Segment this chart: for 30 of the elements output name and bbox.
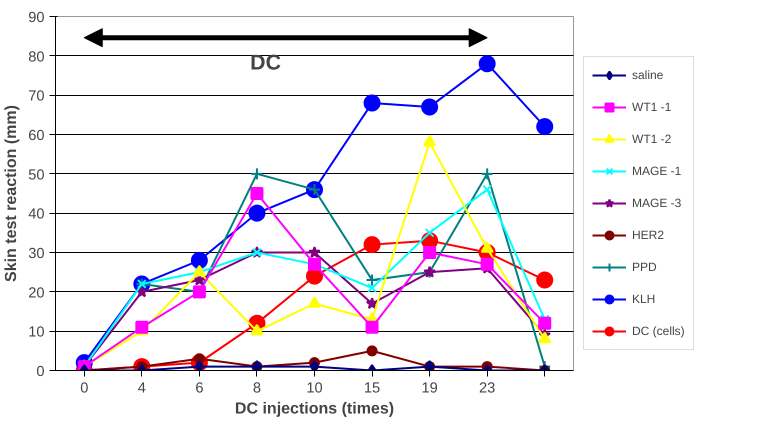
y-tick-label: 30 [28,246,45,262]
y-tick-label: 80 [28,49,45,66]
legend-label: PPD [632,260,657,274]
x-tick-label: 19 [421,380,438,396]
x-tick-label: 15 [364,380,380,396]
legend-label: WT1 -1 [632,100,672,114]
y-tick-label: 20 [28,285,45,302]
y-axis-title: Skin test reaction (mm) [3,105,20,282]
y-tick-label: 60 [28,128,45,144]
x-tick-label: 6 [195,380,204,396]
y-tick-label: 90 [28,10,45,26]
legend-label: MAGE -3 [632,196,682,210]
y-tick-label: 70 [28,88,45,105]
y-tick-label: 40 [28,206,45,223]
legend-label: WT1 -2 [632,132,672,146]
legend-label: HER2 [632,228,664,242]
annotation: DC [250,50,281,75]
x-tick-label: 8 [252,380,262,396]
x-tick-label: 4 [138,380,146,396]
legend-label: MAGE -1 [632,164,682,178]
y-tick-label: 0 [36,364,45,380]
x-tick-label: 0 [80,380,88,396]
x-axis-title: DC injections (times) [234,400,394,418]
x-tick-label: 23 [479,380,496,396]
legend-label: saline [632,68,664,82]
legend-label: DC (cells) [632,324,685,338]
y-tick-label: 50 [28,167,45,184]
y-tick-label: 10 [28,324,45,341]
legend-label: KLH [632,292,656,306]
x-tick-label: 10 [306,380,323,396]
